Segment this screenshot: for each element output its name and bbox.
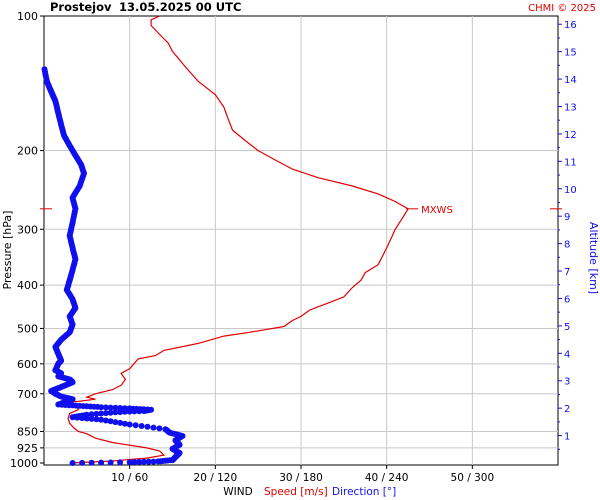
direction-point <box>117 419 124 426</box>
wind-grid <box>129 16 473 465</box>
wind-tick-label: 30 / 180 <box>279 472 323 484</box>
direction-point <box>102 417 109 424</box>
direction-point <box>112 409 119 416</box>
altitude-tick-label: 16 <box>564 20 577 31</box>
direction-point <box>126 421 133 428</box>
direction-point <box>150 424 157 431</box>
direction-point <box>88 459 95 466</box>
direction-point <box>107 409 114 416</box>
altitude-tick-label: 14 <box>564 75 577 86</box>
direction-point <box>107 418 114 425</box>
direction-point <box>150 458 157 465</box>
wind-tick-label: 50 / 300 <box>451 472 495 484</box>
pressure-tick-label: 100 <box>17 10 38 23</box>
direction-point <box>88 415 95 422</box>
right-axis-label: Altitude [km] <box>587 222 600 294</box>
datetime-title: 13.05.2025 00 UTC <box>119 0 241 14</box>
altitude-tick-label: 4 <box>564 349 570 360</box>
direction-point <box>145 458 152 465</box>
svg-text:Direction [°]: Direction [°] <box>332 486 396 498</box>
altitude-tick-label: 11 <box>564 157 577 168</box>
altitude-tick-label: 10 <box>564 185 577 196</box>
direction-point <box>126 405 133 412</box>
direction-point <box>156 425 163 432</box>
pressure-tick-label: 700 <box>17 388 38 401</box>
direction-point <box>93 416 100 423</box>
altitude-tick-label: 9 <box>564 212 570 223</box>
speed-series-line <box>56 15 409 464</box>
pressure-tick-label: 500 <box>17 322 38 335</box>
direction-point <box>121 405 128 412</box>
direction-point <box>138 423 145 429</box>
wind-axis: 10 / 60 20 / 120 30 / 180 40 / 240 50 / 300 <box>111 465 494 484</box>
direction-point <box>117 405 124 411</box>
direction-point <box>126 459 133 466</box>
direction-point <box>140 458 147 465</box>
pressure-tick-label: 200 <box>17 145 38 158</box>
pressure-tick-label: 925 <box>17 442 38 455</box>
altitude-tick-label: 7 <box>564 267 570 278</box>
direction-point <box>112 419 119 426</box>
pressure-tick-label: 300 <box>17 223 38 236</box>
direction-point <box>121 420 128 427</box>
station-title: Prostejov <box>50 0 112 14</box>
wind-tick-label: 10 / 60 <box>111 472 148 484</box>
direction-point <box>98 416 105 423</box>
pressure-axis: 100 200 300 400 500 600 700 850 925 1000 <box>10 10 44 470</box>
speed-axis-label: Speed [m/s] <box>264 486 328 498</box>
svg-text:Speed [m/s]: Speed [m/s] <box>264 486 328 498</box>
altitude-tick-label: 1 <box>564 432 570 443</box>
direction-point <box>112 404 119 411</box>
direction-point <box>144 423 151 430</box>
altitude-tick-label: 13 <box>564 102 577 113</box>
direction-point <box>69 460 76 466</box>
pressure-tick-label: 1000 <box>10 457 38 470</box>
direction-point <box>136 459 143 465</box>
mxws-label: MXWS <box>421 205 453 216</box>
pressure-tick-label: 600 <box>17 358 38 371</box>
direction-point <box>102 404 109 411</box>
direction-series-points <box>41 66 186 466</box>
direction-point <box>117 409 124 416</box>
pressure-tick-label: 850 <box>17 425 38 438</box>
altitude-tick-label: 3 <box>564 377 570 388</box>
direction-point <box>83 411 90 418</box>
wind-tick-label: 20 / 120 <box>194 472 238 484</box>
direction-point <box>107 404 114 411</box>
altitude-tick-label: 2 <box>564 404 570 415</box>
altitude-tick-label: 12 <box>564 130 577 141</box>
left-axis-label: Pressure [hPa] <box>1 211 14 290</box>
direction-point <box>98 459 105 466</box>
direction-point <box>102 410 109 417</box>
direction-point <box>131 459 138 466</box>
direction-point <box>41 66 48 73</box>
direction-point <box>107 459 114 466</box>
credit-label: CHMI © 2025 <box>528 3 596 14</box>
altitude-tick-label: 15 <box>564 48 577 59</box>
altitude-tick-label: 5 <box>564 322 570 333</box>
altitude-tick-label: 6 <box>564 294 570 305</box>
altitude-tick-label: 8 <box>564 240 570 251</box>
svg-text:WIND: WIND <box>223 486 252 498</box>
direction-axis-label: Direction [°] <box>332 486 396 498</box>
direction-point <box>79 459 86 466</box>
direction-point <box>98 410 105 417</box>
pressure-tick-label: 400 <box>17 279 38 292</box>
wind-tick-label: 40 / 240 <box>365 472 409 484</box>
direction-point <box>132 422 139 429</box>
direction-point <box>162 426 169 433</box>
direction-point <box>88 411 95 418</box>
direction-point <box>117 459 124 466</box>
direction-point <box>93 410 100 417</box>
wind-label: WIND <box>223 486 252 498</box>
